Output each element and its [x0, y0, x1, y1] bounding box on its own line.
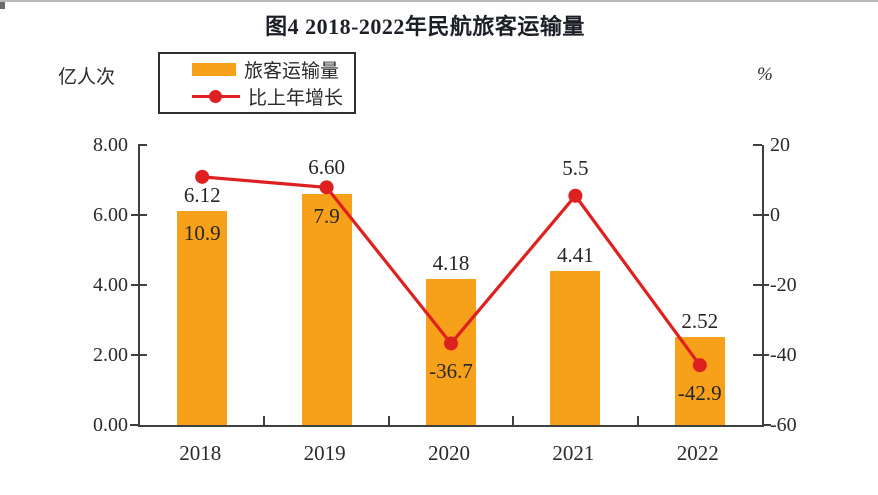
left-axis-tick-mark [130, 424, 139, 426]
right-axis-tick-label: 20 [770, 134, 790, 156]
x-axis-category-label: 2019 [303, 441, 346, 465]
right-axis-tick-label: -60 [770, 414, 797, 436]
left-axis-tick-mark [131, 284, 147, 286]
right-axis-tick-label: -40 [770, 344, 797, 366]
x-axis-boundary-tick [512, 416, 515, 425]
bar-value-label: 2.52 [681, 308, 719, 333]
legend-line-label: 比上年增长 [248, 88, 344, 110]
bar-2022 [674, 336, 725, 425]
left-axis-tick-label: 2.00 [93, 344, 128, 366]
left-axis-tick-label: 4.00 [93, 274, 128, 296]
bar-2019 [301, 194, 352, 425]
left-axis-tick-label: 6.00 [93, 204, 128, 226]
bar-series-swatch-icon [192, 62, 236, 76]
right-axis-tick-label: -20 [770, 274, 797, 296]
right-axis-tick-mark [762, 424, 771, 426]
line-series-swatch-icon [192, 90, 240, 104]
right-axis-tick-mark [753, 144, 762, 146]
bar-value-label: 4.41 [557, 242, 594, 267]
legend-item-bar: 旅客运输量 [192, 57, 354, 82]
x-axis-category-label: 2021 [552, 441, 595, 465]
legend-item-line: 比上年增长 [192, 85, 354, 109]
x-axis-category-label: 2020 [428, 441, 470, 465]
bar-2021 [550, 270, 601, 425]
bar-2018 [177, 210, 228, 425]
left-axis-tick-mark [131, 214, 147, 216]
bar-value-label: 6.60 [308, 155, 345, 180]
line-point-2021 [568, 188, 583, 203]
x-axis-category-label: 2018 [179, 441, 222, 465]
line-point-2022 [692, 358, 707, 373]
line-point-2018 [195, 169, 210, 184]
growth-value-label: 7.9 [313, 204, 340, 228]
left-axis-tick-mark [138, 144, 147, 146]
left-axis-unit-label: 亿人次 [58, 67, 116, 88]
scan-corner-artifact [0, 2, 5, 9]
growth-value-label: 5.5 [562, 155, 589, 180]
bar-value-label: 4.18 [432, 250, 470, 275]
right-axis-tick-mark [753, 354, 769, 356]
chart-title: 图4 2018-2022年民航旅客运输量 [265, 14, 585, 39]
left-axis-tick-label: 8.00 [93, 134, 128, 156]
left-axis-tick-label: 0.00 [93, 414, 128, 436]
plot-area: 6.12 6.60 4.18 4.41 2.52 10.9 7.9 -36.7 5.5 -42.9 [138, 145, 764, 427]
right-axis-tick-mark [753, 284, 769, 286]
right-axis-unit-label: % [757, 64, 773, 85]
growth-line-series [195, 169, 707, 373]
left-axis-tick-mark [131, 354, 147, 356]
x-axis-boundary-tick [636, 416, 639, 425]
line-point-2020 [444, 336, 458, 351]
x-axis-boundary-tick [387, 416, 390, 425]
growth-value-label: 10.9 [183, 220, 221, 245]
x-axis-boundary-tick [263, 416, 266, 425]
bar-value-label: 6.12 [183, 182, 221, 207]
line-point-2019 [319, 180, 334, 195]
bar-2020 [426, 278, 476, 425]
legend-bar-label: 旅客运输量 [244, 60, 340, 82]
x-axis-category-label: 2022 [676, 441, 719, 465]
right-axis-tick-mark [753, 214, 769, 216]
growth-value-label: -42.9 [677, 381, 722, 406]
right-axis-tick-label: 0 [770, 204, 780, 226]
growth-value-label: -36.7 [429, 359, 473, 384]
chart-legend: 旅客运输量 比上年增长 [158, 52, 356, 114]
